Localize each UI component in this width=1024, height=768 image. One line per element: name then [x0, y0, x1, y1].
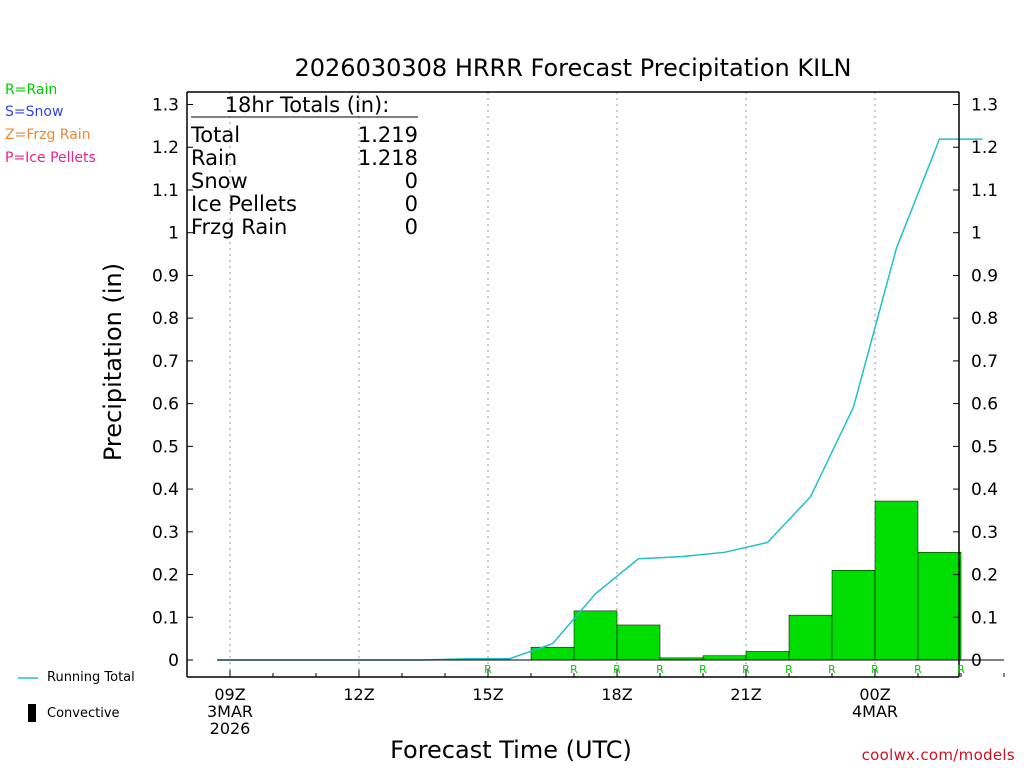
totals-row-value: 0 [405, 215, 418, 239]
y-tick-label-left: 1.1 [152, 181, 179, 201]
ptype-label: R [484, 663, 492, 676]
totals-row-value: 0 [405, 192, 418, 216]
legend-ice-pellets: P=Ice Pellets [5, 150, 96, 166]
x-tick-label: 12Z [343, 685, 374, 704]
y-tick-label-right: 1.1 [971, 181, 998, 201]
x-tick-label: 18Z [601, 685, 632, 704]
y-tick-label-left: 0.5 [152, 437, 179, 457]
y-tick-label-left: 0.3 [152, 523, 179, 543]
y-tick-label-right: 0.3 [971, 523, 998, 543]
x-tick-label: 2026 [210, 719, 251, 738]
totals-row-value: 1.218 [358, 146, 418, 170]
totals-header: 18hr Totals (in): [225, 93, 390, 117]
x-tick-label: 00Z [859, 685, 890, 704]
legend-frzg-rain: Z=Frzg Rain [5, 127, 91, 143]
y-tick-label-right: 0.7 [971, 352, 998, 372]
totals-row-label: Total [190, 123, 240, 147]
y-tick-label-right: 0.9 [971, 266, 998, 286]
y-tick-label-left: 0.6 [152, 395, 179, 415]
y-tick-label-right: 1.2 [971, 138, 998, 158]
precip-bar [874, 500, 919, 661]
gridlines [229, 92, 876, 677]
y-tick-label-right: 1.3 [971, 96, 998, 116]
ptype-label: R [613, 663, 621, 676]
ptype-label: R [656, 663, 664, 676]
y-tick-label-left: 0.8 [152, 309, 179, 329]
y-tick-label-left: 0.1 [152, 608, 179, 628]
precip-bar [702, 655, 747, 661]
precip-bar [745, 651, 790, 661]
totals-row-label: Frzg Rain [191, 215, 287, 239]
y-tick-label-left: 1.2 [152, 138, 179, 158]
y-tick-label-left: 0.4 [152, 480, 179, 500]
y-tick-label-left: 0 [168, 651, 179, 671]
y-tick-label-right: 0.5 [971, 437, 998, 457]
ptype-label: R [914, 663, 922, 676]
y-tick-label-left: 0.2 [152, 566, 179, 586]
x-tick-label: 21Z [730, 685, 761, 704]
convective-legend-label: Convective [47, 706, 120, 721]
x-tick-label: 4MAR [852, 702, 898, 721]
y-tick-label-right: 0.6 [971, 395, 998, 415]
bottom-legend-marks [18, 677, 38, 722]
totals-row-label: Rain [191, 146, 237, 170]
y-tick-label-left: 1 [168, 224, 179, 244]
totals-row-label: Snow [191, 169, 248, 193]
ptype-label: R [957, 663, 965, 676]
y-tick-label-right: 1 [971, 224, 982, 244]
totals-row-label: Ice Pellets [191, 192, 297, 216]
axes: 0 00.1 0.10.2 0.20.3 0.30.4 0.40.5 0.50.6 0.60.… [152, 91, 1005, 738]
legend-rain: R=Rain [5, 82, 58, 98]
x-tick-label: 3MAR [207, 702, 253, 721]
totals-box: 18hr Totals (in): Total 1.219 Rain 1.218 Snow… [190, 93, 418, 239]
convective-legend-swatch [28, 704, 36, 722]
y-tick-label-right: 0.8 [971, 309, 998, 329]
y-tick-label-right: 0.2 [971, 566, 998, 586]
credit-link[interactable]: coolwx.com/models [861, 746, 1015, 764]
legend-snow: S=Snow [5, 104, 64, 120]
y-tick-label-right: 0.4 [971, 480, 998, 500]
y-tick-label-left: 0.7 [152, 352, 179, 372]
x-tick-label: 15Z [472, 685, 503, 704]
precip-bar [788, 614, 833, 661]
ptype-label: R [699, 663, 707, 676]
y-tick-label-left: 1.3 [152, 96, 179, 116]
ptype-label: R [570, 663, 578, 676]
totals-row-value: 0 [405, 169, 418, 193]
precip-bars [530, 500, 962, 661]
totals-row-value: 1.219 [358, 123, 418, 147]
precip-bar [573, 610, 618, 661]
chart-title: 2026030308 HRRR Forecast Precipitation K… [295, 54, 852, 82]
precip-bar [917, 552, 962, 661]
y-tick-label-right: 0 [971, 651, 982, 671]
x-axis-label: Forecast Time (UTC) [390, 736, 632, 764]
ptype-label: R [785, 663, 793, 676]
precip-bar [831, 570, 876, 661]
ptype-label: R [871, 663, 879, 676]
precip-bar [616, 624, 661, 661]
running-total-legend-label: Running Total [47, 670, 135, 685]
y-axis-label: Precipitation (in) [99, 263, 127, 461]
ptype-label: R [742, 663, 750, 676]
y-tick-label-right: 0.1 [971, 608, 998, 628]
y-tick-label-left: 0.9 [152, 266, 179, 286]
x-tick-label: 09Z [214, 685, 245, 704]
ptype-label: R [828, 663, 836, 676]
